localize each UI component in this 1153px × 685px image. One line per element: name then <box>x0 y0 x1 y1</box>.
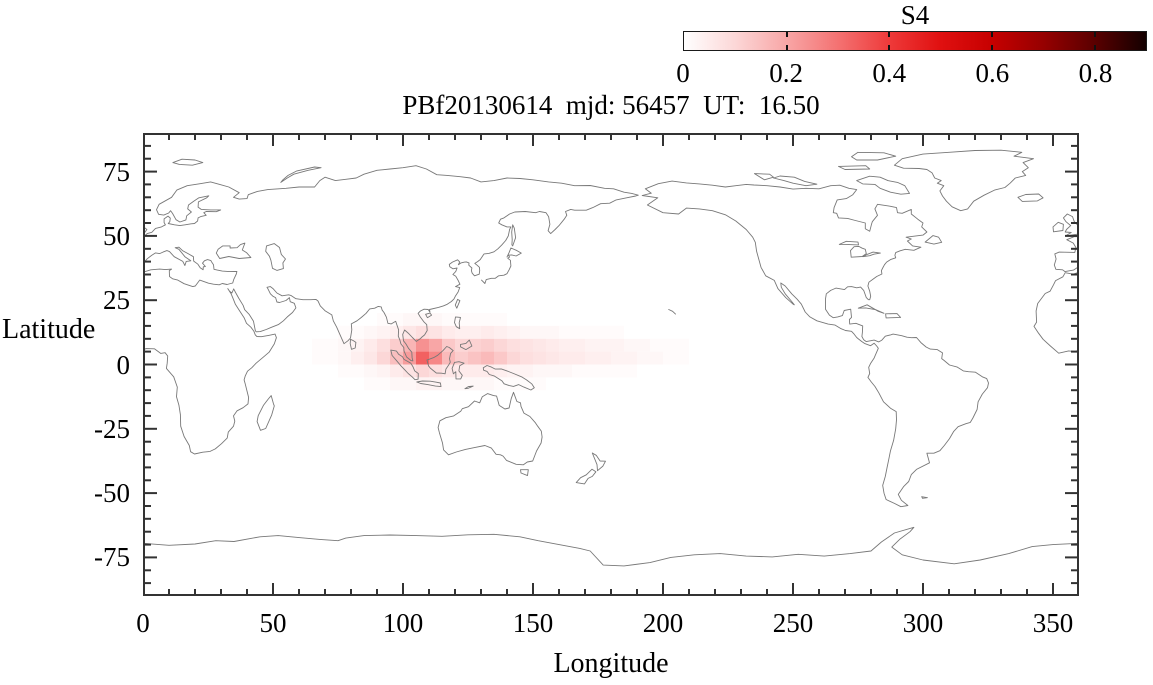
colorbar-tick-mark <box>888 32 891 37</box>
colorbar-tick-label: 0.4 <box>872 58 907 88</box>
x-axis-tick-label: 200 <box>642 608 684 638</box>
x-axis-tick-label: 300 <box>902 608 944 638</box>
coastline-layer <box>143 149 1079 567</box>
x-axis-tick-label: 350 <box>1032 608 1074 638</box>
colorbar-tick-mark <box>1093 45 1096 50</box>
colorbar-tick-mark <box>785 32 788 37</box>
plot-title: PBf20130614 mjd: 56457 UT: 16.50 <box>402 90 820 120</box>
colorbar-tick-label: 0.8 <box>1078 58 1113 88</box>
y-axis-tick-label: 0 <box>116 349 131 380</box>
colorbar-tick-mark <box>991 45 993 50</box>
y-axis-tick-label: -75 <box>94 542 130 573</box>
x-axis-tick-label: 100 <box>382 608 424 638</box>
colorbar-tick-mark <box>888 45 891 50</box>
y-axis-tick-label: -25 <box>94 413 130 444</box>
y-axis-title: Latitude <box>2 314 96 345</box>
colorbar-tick-mark <box>991 32 993 37</box>
x-axis-tick-label: 0 <box>136 608 150 638</box>
x-axis-tick-label: 250 <box>772 608 814 638</box>
y-axis-tick-label: 25 <box>103 285 130 316</box>
colorbar-gradient <box>683 31 1147 51</box>
y-axis-tick-label: 50 <box>103 220 130 251</box>
y-axis-tick-label: -50 <box>94 478 130 509</box>
map-layers <box>143 149 1079 567</box>
colorbar-tick-mark <box>785 45 788 50</box>
y-axis-tick-label: 75 <box>103 156 130 187</box>
x-axis-title: Longitude <box>553 648 669 679</box>
plot-frame <box>143 133 1079 596</box>
colorbar-tick-label: 0.6 <box>975 58 1010 88</box>
colorbar-title: S4 <box>900 0 930 30</box>
colorbar-tick-label: 0.2 <box>769 58 803 88</box>
world-map-svg <box>143 133 1079 596</box>
x-axis-tick-label: 150 <box>512 608 554 638</box>
heatmap-layer <box>312 313 689 391</box>
colorbar-tick-mark <box>1093 32 1096 37</box>
colorbar-tick-label: 0 <box>676 58 690 88</box>
x-axis-tick-label: 50 <box>259 608 287 638</box>
